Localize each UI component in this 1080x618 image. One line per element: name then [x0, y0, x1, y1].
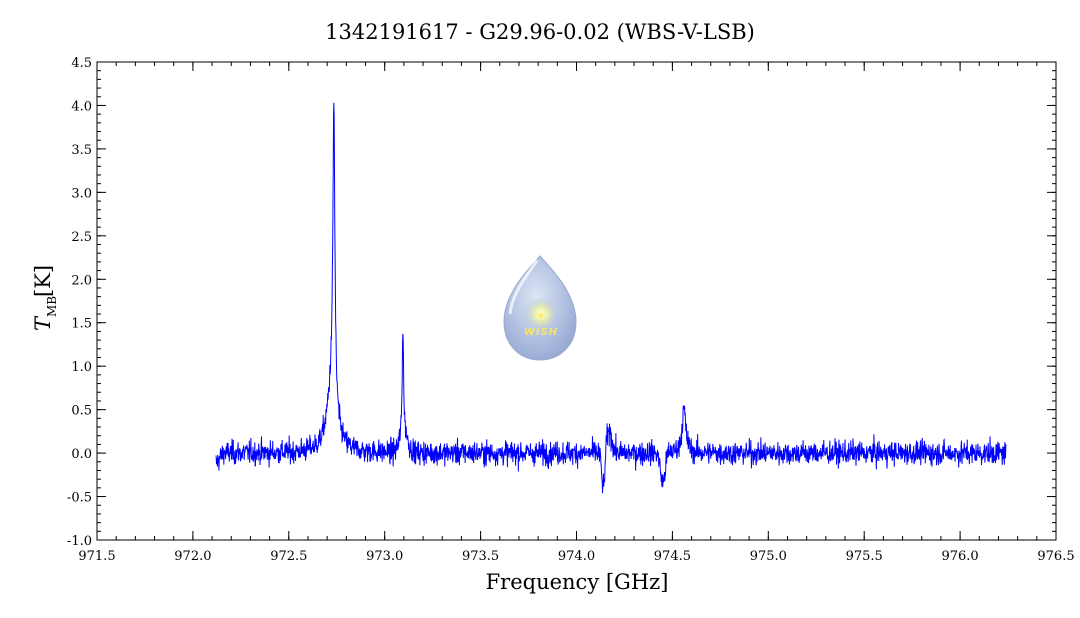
x-tick-label: 976.0 [941, 549, 978, 564]
x-tick-label: 976.5 [1037, 549, 1074, 564]
y-tick-label: 4.5 [71, 56, 92, 71]
y-tick-label: 0.5 [71, 404, 92, 419]
x-tick-label: 974.5 [654, 549, 691, 564]
x-tick-label: 971.5 [78, 549, 115, 564]
y-tick-label: 4.0 [71, 99, 92, 114]
star-icon: ✶ [536, 309, 547, 324]
y-axis-title: T MB [K] [31, 265, 59, 331]
wish-logo: ✶ WISH [503, 255, 577, 361]
logo-text: WISH [524, 327, 558, 338]
y-axis-title-unit: [K] [31, 265, 55, 297]
y-axis-title-sub: MB [45, 296, 59, 317]
y-tick-label: 3.5 [71, 143, 92, 158]
y-tick-label: -0.5 [67, 491, 92, 506]
series-line [215, 102, 1007, 494]
x-tick-label: 975.0 [750, 549, 787, 564]
y-tick-label: 2.5 [71, 230, 92, 245]
x-axis-title: Frequency [GHz] [486, 570, 669, 594]
plot-frame [96, 61, 1057, 541]
y-tick-label: 1.5 [71, 317, 92, 332]
y-axis: -1.0 -0.5 0.0 0.5 1.0 1.5 2.0 2.5 3.0 3.5 4.0 4.5 [67, 56, 1056, 549]
chart-title: 1342191617 - G29.96-0.02 (WBS-V-LSB) [325, 20, 755, 44]
y-tick-label: 3.0 [71, 186, 92, 201]
x-tick-label: 974.0 [558, 549, 595, 564]
y-axis-title-main: T [31, 315, 55, 331]
y-tick-label: -1.0 [67, 534, 92, 549]
y-tick-label: 0.0 [71, 447, 92, 462]
y-tick-label: 2.0 [71, 273, 92, 288]
y-tick-label: 1.0 [71, 360, 92, 375]
x-tick-label: 972.0 [174, 549, 211, 564]
x-tick-label: 972.5 [270, 549, 307, 564]
x-tick-label: 973.0 [366, 549, 403, 564]
x-tick-label: 975.5 [846, 549, 883, 564]
x-tick-label: 973.5 [462, 549, 499, 564]
x-axis: 971.5 972.0 972.5 973.0 973.5 974.0 974.5 975.0… [78, 62, 1075, 564]
